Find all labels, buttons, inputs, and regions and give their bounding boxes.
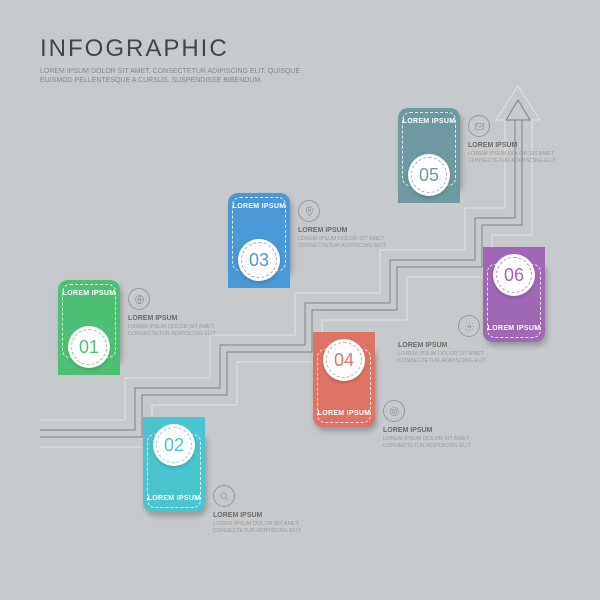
step-desc-text: LOREM IPSUM DOLOR SIT AMET CONSECTETUR A… <box>128 324 218 338</box>
magnify-icon <box>213 485 235 507</box>
step-number: 05 <box>419 165 439 186</box>
step-description: LOREM IPSUM LOREM IPSUM DOLOR SIT AMET CO… <box>383 427 473 450</box>
step-desc-text: LOREM IPSUM DOLOR SIT AMET CONSECTETUR A… <box>383 436 473 450</box>
target-icon <box>383 400 405 422</box>
step-number-circle: 03 <box>238 239 280 281</box>
step-desc-title: LOREM IPSUM <box>468 142 558 149</box>
step-description: LOREM IPSUM LOREM IPSUM DOLOR SIT AMET CO… <box>128 315 218 338</box>
step-desc-title: LOREM IPSUM <box>383 427 473 434</box>
step-tag-01: LOREM IPSUM 01 <box>58 280 120 362</box>
step-description: LOREM IPSUM LOREM IPSUM DOLOR SIT AMET CO… <box>468 142 558 165</box>
step-desc-title: LOREM IPSUM <box>398 342 488 349</box>
gear-icon <box>458 315 480 337</box>
step-desc-title: LOREM IPSUM <box>128 315 218 322</box>
step-description: LOREM IPSUM LOREM IPSUM DOLOR SIT AMET CO… <box>213 512 303 535</box>
step-number-circle: 05 <box>408 154 450 196</box>
step-number-circle: 04 <box>323 339 365 381</box>
mail-icon <box>468 115 490 137</box>
step-number-circle: 02 <box>153 424 195 466</box>
step-label: LOREM IPSUM <box>143 495 205 502</box>
step-label: LOREM IPSUM <box>58 290 120 297</box>
step-label: LOREM IPSUM <box>398 118 460 125</box>
step-tag-04: LOREM IPSUM 04 <box>313 345 375 427</box>
step-number: 03 <box>249 250 269 271</box>
step-desc-title: LOREM IPSUM <box>298 227 388 234</box>
globe-icon <box>128 288 150 310</box>
step-label: LOREM IPSUM <box>228 203 290 210</box>
step-description: LOREM IPSUM LOREM IPSUM DOLOR SIT AMET CO… <box>298 227 388 250</box>
step-number: 02 <box>164 435 184 456</box>
step-tag-06: LOREM IPSUM 06 <box>483 260 545 342</box>
step-tag-02: LOREM IPSUM 02 <box>143 430 205 512</box>
step-tag-03: LOREM IPSUM 03 <box>228 193 290 275</box>
step-number: 01 <box>79 337 99 358</box>
step-description: LOREM IPSUM LOREM IPSUM DOLOR SIT AMET CO… <box>398 342 488 365</box>
step-desc-text: LOREM IPSUM DOLOR SIT AMET CONSECTETUR A… <box>468 151 558 165</box>
step-number-circle: 06 <box>493 254 535 296</box>
pin-icon <box>298 200 320 222</box>
step-number-circle: 01 <box>68 326 110 368</box>
infographic-stage: LOREM IPSUM 01 LOREM IPSUM LOREM IPSUM DOLO… <box>0 0 600 600</box>
step-tag-05: LOREM IPSUM 05 <box>398 108 460 190</box>
step-desc-text: LOREM IPSUM DOLOR SIT AMET CONSECTETUR A… <box>213 521 303 535</box>
step-label: LOREM IPSUM <box>313 410 375 417</box>
step-desc-text: LOREM IPSUM DOLOR SIT AMET CONSECTETUR A… <box>298 236 388 250</box>
step-number: 06 <box>504 265 524 286</box>
step-desc-title: LOREM IPSUM <box>213 512 303 519</box>
step-number: 04 <box>334 350 354 371</box>
step-desc-text: LOREM IPSUM DOLOR SIT AMET CONSECTETUR A… <box>398 351 488 365</box>
step-label: LOREM IPSUM <box>483 325 545 332</box>
